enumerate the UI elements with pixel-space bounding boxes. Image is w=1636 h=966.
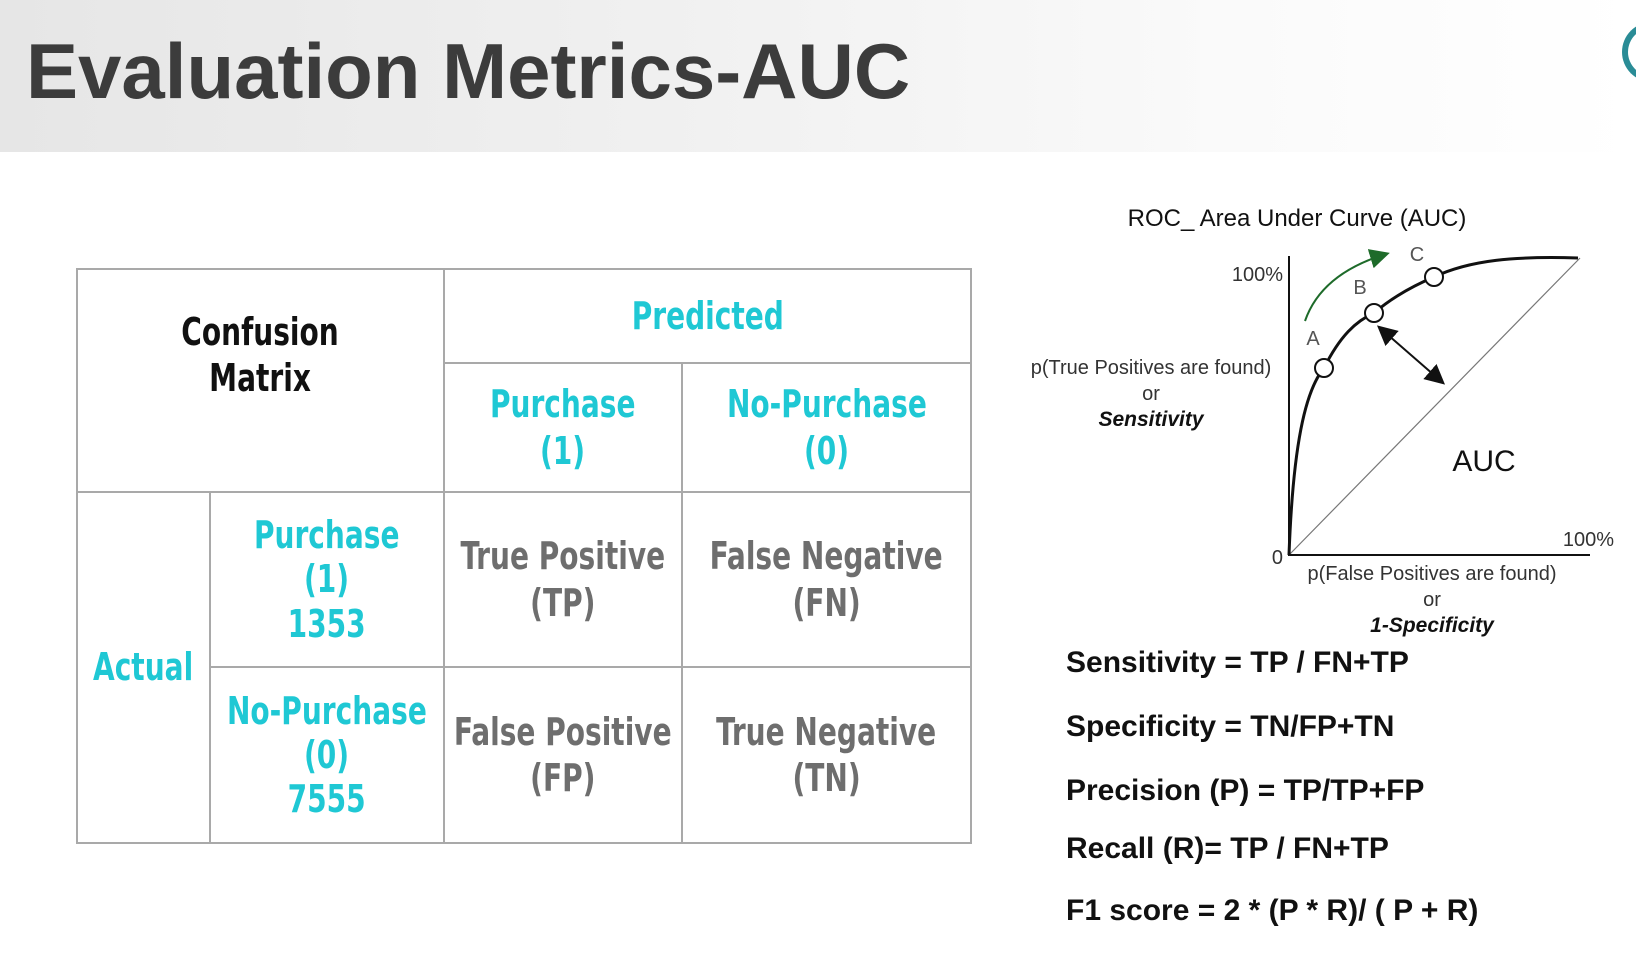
cell-true-negative: True Negative (TN) [683,668,970,842]
fn-name: False Negative [709,534,944,579]
grid-line [76,491,972,493]
grid-line [443,362,972,364]
col-header-purchase: Purchase (1) [445,364,681,491]
row-header-nopurchase: No-Purchase (0) 7555 [211,668,443,842]
grid-line [76,842,972,844]
grid-line [970,268,972,844]
formula-recall: Recall (R)= TP / FN+TP [1066,832,1389,865]
fp-abbr: (FP) [530,756,596,800]
formula-precision: Precision (P) = TP/TP+FP [1066,774,1425,807]
x-axis-label-line3: 1-Specificity [1370,614,1495,637]
row-nopurchase-count: 7555 [287,777,367,822]
x-axis-max-label: 100% [1563,529,1614,551]
auc-label: AUC [1452,445,1515,478]
cell-false-negative: False Negative (FN) [683,493,970,666]
fn-abbr: (FN) [792,580,861,625]
y-axis-label-line2: or [1142,383,1160,405]
formula-sensitivity: Sensitivity = TP / FN+TP [1066,646,1409,679]
predicted-label: Predicted [631,293,784,338]
col-purchase-code: (1) [540,428,586,473]
row-header-purchase: Purchase (1) 1353 [211,493,443,666]
col-nopurchase-name: No-Purchase [726,382,927,427]
fp-name: False Positive [454,709,672,754]
tn-name: True Negative [716,709,937,754]
y-axis-label-line3: Sensitivity [1098,408,1204,431]
roc-title: ROC_ Area Under Curve (AUC) [1128,205,1467,232]
row-purchase-code: (1) [304,557,350,602]
title-banner: Evaluation Metrics-AUC [0,0,1636,152]
predicted-header: Predicted [445,270,970,362]
cell-false-positive: False Positive (FP) [445,668,681,842]
grid-line [76,268,972,270]
col-header-nopurchase: No-Purchase (0) [683,364,970,491]
point-a-label: A [1306,328,1320,350]
grid-line [443,268,445,844]
row-nopurchase-name: No-Purchase [227,688,427,733]
corner-line-1: Confusion [181,309,340,354]
col-purchase-name: Purchase [490,382,636,427]
improvement-arrow-icon [1304,249,1390,322]
point-a-marker [1314,358,1334,378]
corner-line-2: Matrix [209,356,312,400]
page-title: Evaluation Metrics-AUC [26,27,911,115]
roc-diagram: ROC_ Area Under Curve (AUC) A B C 100% 0… [1031,205,1614,637]
formula-specificity: Specificity = TN/FP+TN [1066,710,1395,743]
grid-line [681,362,683,844]
point-c-label: C [1410,244,1424,266]
point-b-label: B [1353,277,1366,299]
actual-label: Actual [93,645,194,690]
actual-header: Actual [78,493,209,842]
point-c-marker [1424,267,1444,287]
col-nopurchase-code: (0) [803,428,850,473]
x-axis-label-line1: p(False Positives are found) [1307,563,1556,585]
tp-name: True Positive [460,534,666,579]
row-purchase-name: Purchase [254,513,400,558]
y-axis-label-line1: p(True Positives are found) [1031,357,1271,379]
row-nopurchase-code: (0) [304,732,350,777]
logo-ring-icon [1622,22,1636,82]
y-axis-max-label: 100% [1232,264,1283,286]
cell-true-positive: True Positive (TP) [445,493,681,666]
grid-line [209,666,972,668]
formula-f1: F1 score = 2 * (P * R)/ ( P + R) [1066,894,1479,927]
x-axis-label-line2: or [1423,589,1441,611]
confusion-matrix: Confusion Matrix Predicted Purchase (1) … [76,268,972,844]
origin-label: 0 [1272,547,1283,569]
point-b-marker [1364,303,1384,323]
tp-abbr: (TP) [530,580,596,625]
grid-line [76,268,78,844]
tn-abbr: (TN) [792,756,861,800]
matrix-corner-label: Confusion Matrix [78,270,443,440]
random-diagonal [1288,257,1581,556]
distance-arrow-icon [1376,325,1446,385]
row-purchase-count: 1353 [287,601,367,646]
